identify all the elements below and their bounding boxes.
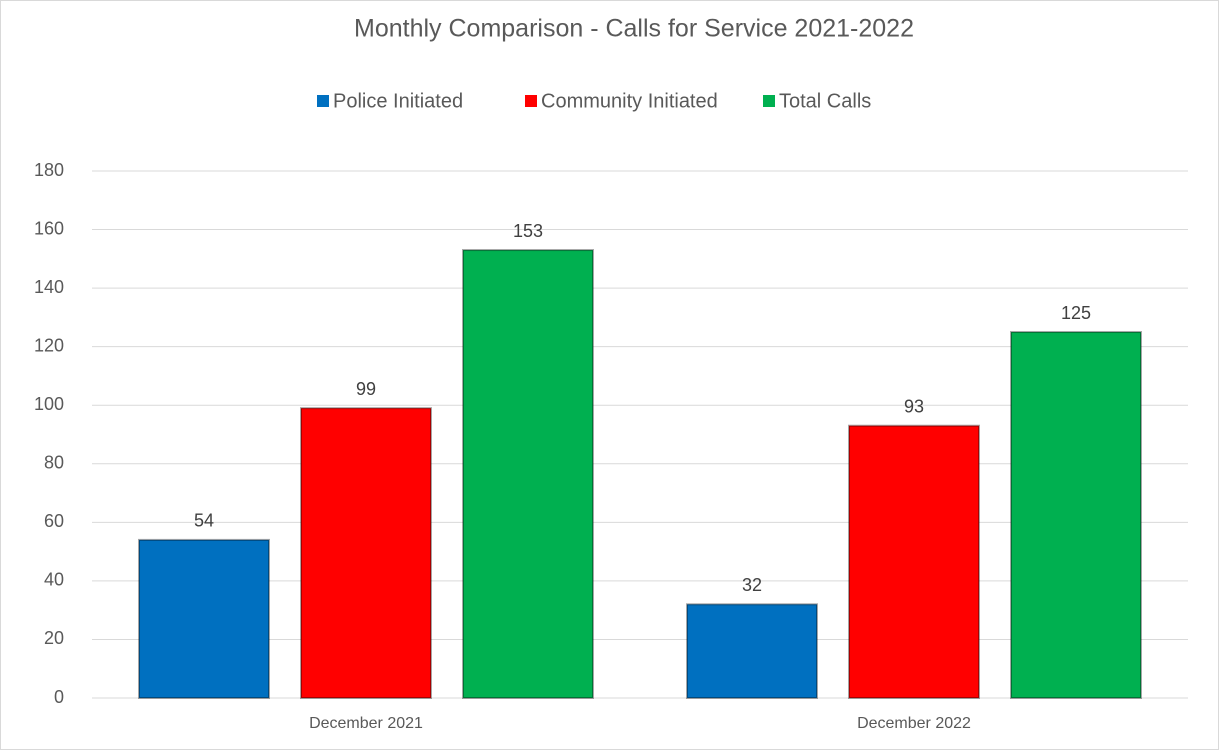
y-tick-label: 100 bbox=[34, 394, 64, 414]
bar bbox=[300, 407, 432, 699]
data-label: 153 bbox=[513, 221, 543, 241]
bar bbox=[138, 538, 270, 700]
bar bbox=[462, 249, 594, 700]
legend-swatch bbox=[317, 95, 329, 107]
y-tick-label: 140 bbox=[34, 277, 64, 297]
y-tick-label: 80 bbox=[44, 453, 64, 473]
data-label: 32 bbox=[742, 575, 762, 595]
y-tick-label: 180 bbox=[34, 160, 64, 180]
y-tick-label: 60 bbox=[44, 511, 64, 531]
legend-swatch bbox=[525, 95, 537, 107]
legend-label: Police Initiated bbox=[333, 90, 463, 112]
data-label: 54 bbox=[194, 511, 214, 531]
bar bbox=[848, 424, 980, 699]
legend-swatch bbox=[763, 95, 775, 107]
y-tick-label: 120 bbox=[34, 335, 64, 355]
data-label: 99 bbox=[356, 379, 376, 399]
x-tick-label: December 2022 bbox=[857, 715, 971, 732]
data-label: 125 bbox=[1061, 303, 1091, 323]
y-tick-label: 0 bbox=[54, 687, 64, 707]
bar bbox=[1010, 331, 1142, 699]
y-tick-label: 20 bbox=[44, 628, 64, 648]
legend-label: Community Initiated bbox=[541, 90, 718, 112]
y-tick-label: 160 bbox=[34, 218, 64, 238]
data-label: 93 bbox=[904, 396, 924, 416]
chart-title: Monthly Comparison - Calls for Service 2… bbox=[354, 15, 914, 43]
legend-label: Total Calls bbox=[779, 90, 871, 112]
y-tick-label: 40 bbox=[44, 570, 64, 590]
bar bbox=[686, 603, 818, 699]
x-tick-label: December 2021 bbox=[309, 715, 423, 732]
